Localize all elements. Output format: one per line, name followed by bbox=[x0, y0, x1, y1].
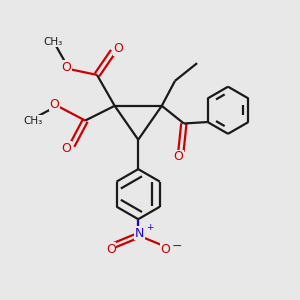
Text: O: O bbox=[114, 42, 123, 55]
Text: O: O bbox=[173, 150, 183, 163]
Text: O: O bbox=[50, 98, 59, 111]
Text: CH₃: CH₃ bbox=[43, 37, 62, 47]
Text: O: O bbox=[62, 61, 72, 74]
Text: N: N bbox=[135, 226, 144, 239]
Text: O: O bbox=[161, 243, 170, 256]
Text: O: O bbox=[106, 243, 116, 256]
Text: CH₃: CH₃ bbox=[23, 116, 42, 126]
Text: −: − bbox=[171, 240, 182, 253]
Text: O: O bbox=[62, 142, 72, 155]
Text: +: + bbox=[146, 223, 153, 232]
